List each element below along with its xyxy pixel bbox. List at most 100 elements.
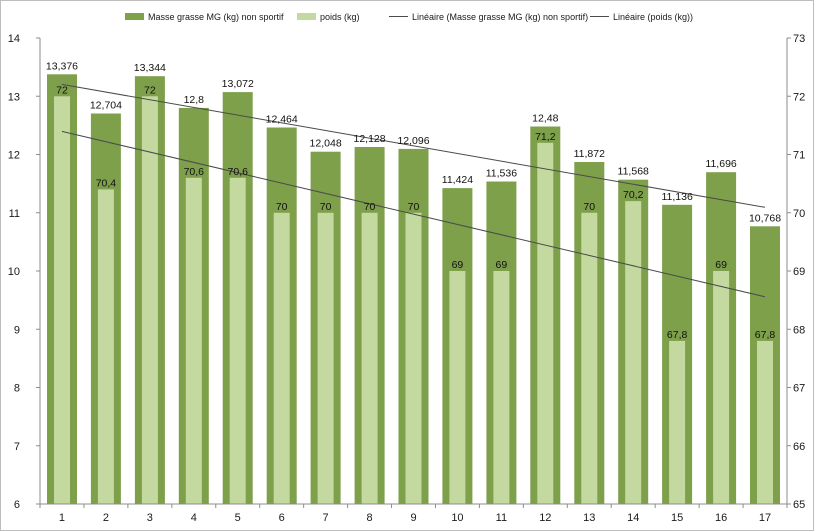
trendlines <box>61 83 766 298</box>
x-tick-label: 6 <box>279 512 285 524</box>
x-tick-label: 3 <box>147 512 153 524</box>
x-tick-label: 12 <box>539 512 551 524</box>
data-label-poids-13: 70 <box>583 201 595 213</box>
y-right-tick-label: 73 <box>793 33 805 45</box>
data-label-poids-15: 67,8 <box>667 329 688 341</box>
y-right-tick-label: 67 <box>793 383 805 395</box>
y-left-tick-label: 10 <box>8 266 20 278</box>
data-label-masse-grasse-10: 11,424 <box>442 174 473 186</box>
data-label-masse-grasse-6: 12,464 <box>266 114 298 126</box>
y-right-tick-label: 70 <box>793 208 805 220</box>
y-left-tick-label: 9 <box>14 324 20 336</box>
data-label-poids-1: 72 <box>56 84 68 96</box>
x-tick-label: 2 <box>103 512 109 524</box>
bar-poids-1 <box>54 96 70 505</box>
y-left-tick-label: 14 <box>8 33 20 45</box>
y-right-tick-label: 69 <box>793 266 805 278</box>
data-label-masse-grasse-3: 13,344 <box>134 62 166 74</box>
trendline-poids <box>61 130 766 298</box>
bar-poids-7 <box>317 212 334 505</box>
y-right-tick-label: 65 <box>793 499 805 511</box>
data-label-poids-2: 70,4 <box>96 177 117 189</box>
data-label-masse-grasse-2: 12,704 <box>90 100 122 112</box>
data-label-poids-7: 70 <box>320 201 332 213</box>
y-left-tick-label: 8 <box>14 383 20 395</box>
x-tick-label: 17 <box>759 512 771 524</box>
y-right-tick-label: 72 <box>793 91 805 103</box>
data-label-masse-grasse-13: 11,872 <box>574 148 605 160</box>
bar-poids-15 <box>669 340 686 504</box>
data-label-poids-6: 70 <box>276 201 288 213</box>
legend-label-trend-poids: Linéaire (poids (kg)) <box>613 12 693 22</box>
x-tick-label: 1 <box>59 512 65 524</box>
x-tick-label: 9 <box>410 512 416 524</box>
data-label-masse-grasse-8: 12,128 <box>353 133 385 145</box>
x-tick-label: 15 <box>671 512 683 524</box>
legend-swatch-poids <box>297 13 316 20</box>
bar-poids-4 <box>185 177 202 505</box>
data-label-masse-grasse-14: 11,568 <box>618 166 649 178</box>
x-tick-label: 13 <box>583 512 595 524</box>
masse-grasse-data-labels: 13,376 12,704 13,344 12,8 13,072 12,464 12,048… <box>46 60 781 224</box>
data-label-masse-grasse-12: 12,48 <box>532 113 558 125</box>
legend-label-masse-grasse: Masse grasse MG (kg) non sportif <box>148 12 284 22</box>
bar-poids-16 <box>713 271 730 504</box>
bar-poids-14 <box>625 201 642 504</box>
bar-poids-11 <box>493 271 510 504</box>
y-right-tick-label: 68 <box>793 324 805 336</box>
data-label-poids-11: 69 <box>496 259 508 271</box>
x-tick-label: 10 <box>451 512 463 524</box>
data-label-poids-8: 70 <box>364 201 376 213</box>
x-tick-label: 16 <box>715 512 727 524</box>
y-right-tick-label: 71 <box>793 150 805 162</box>
bar-poids-6 <box>273 212 290 505</box>
x-tick-label: 5 <box>235 512 241 524</box>
legend-label-poids: poids (kg) <box>320 12 360 22</box>
x-tick-label: 7 <box>323 512 329 524</box>
trendline-masse-grasse <box>61 83 766 208</box>
data-label-poids-9: 70 <box>408 201 420 213</box>
legend-swatch-masse-grasse <box>125 13 144 20</box>
bar-poids-3 <box>141 96 158 505</box>
data-label-poids-12: 71,2 <box>535 131 556 143</box>
data-label-masse-grasse-5: 13,072 <box>222 78 254 90</box>
data-label-poids-3: 72 <box>144 84 156 96</box>
bar-poids-12 <box>537 142 554 505</box>
bar-poids-10 <box>449 271 466 504</box>
data-label-poids-17: 67,8 <box>755 329 776 341</box>
data-label-masse-grasse-1: 13,376 <box>46 60 78 72</box>
poids-data-labels: 72 70,4 72 70,6 70,6 70 70 70 70 69 69 71,2 70 70,2 67… <box>56 84 775 341</box>
x-tick-label: 8 <box>366 512 372 524</box>
data-label-poids-4: 70,6 <box>184 166 205 178</box>
x-tick-label: 14 <box>627 512 639 524</box>
data-label-masse-grasse-15: 11,136 <box>661 191 692 203</box>
data-label-masse-grasse-7: 12,048 <box>310 138 342 150</box>
bar-poids-13 <box>581 212 598 505</box>
y-left-tick-label: 13 <box>8 91 20 103</box>
data-label-masse-grasse-4: 12,8 <box>184 94 205 106</box>
data-label-masse-grasse-16: 11,696 <box>705 158 736 170</box>
data-label-poids-10: 69 <box>452 259 464 271</box>
bar-poids-5 <box>229 177 246 505</box>
y-left-tick-label: 12 <box>8 150 20 162</box>
data-label-poids-5: 70,6 <box>228 166 249 178</box>
x-tick-label: 11 <box>496 512 507 524</box>
y-left-tick-label: 7 <box>14 441 20 453</box>
bar-poids-9 <box>405 212 422 505</box>
series-poids-bars <box>54 96 773 505</box>
y-right-tick-label: 66 <box>793 441 805 453</box>
data-label-poids-16: 69 <box>715 259 727 271</box>
data-label-poids-14: 70,2 <box>623 189 644 201</box>
data-label-masse-grasse-17: 10,768 <box>749 212 781 224</box>
bar-poids-8 <box>361 212 378 505</box>
legend: Masse grasse MG (kg) non sportif poids (k… <box>125 12 693 22</box>
bar-poids-2 <box>97 189 114 504</box>
data-label-masse-grasse-11: 11,536 <box>486 168 517 180</box>
y-left-tick-label: 6 <box>14 499 20 511</box>
data-label-masse-grasse-9: 12,096 <box>397 135 429 147</box>
y-left-tick-label: 11 <box>9 208 20 220</box>
legend-label-trend-masse-grasse: Linéaire (Masse grasse MG (kg) non sport… <box>412 12 588 22</box>
